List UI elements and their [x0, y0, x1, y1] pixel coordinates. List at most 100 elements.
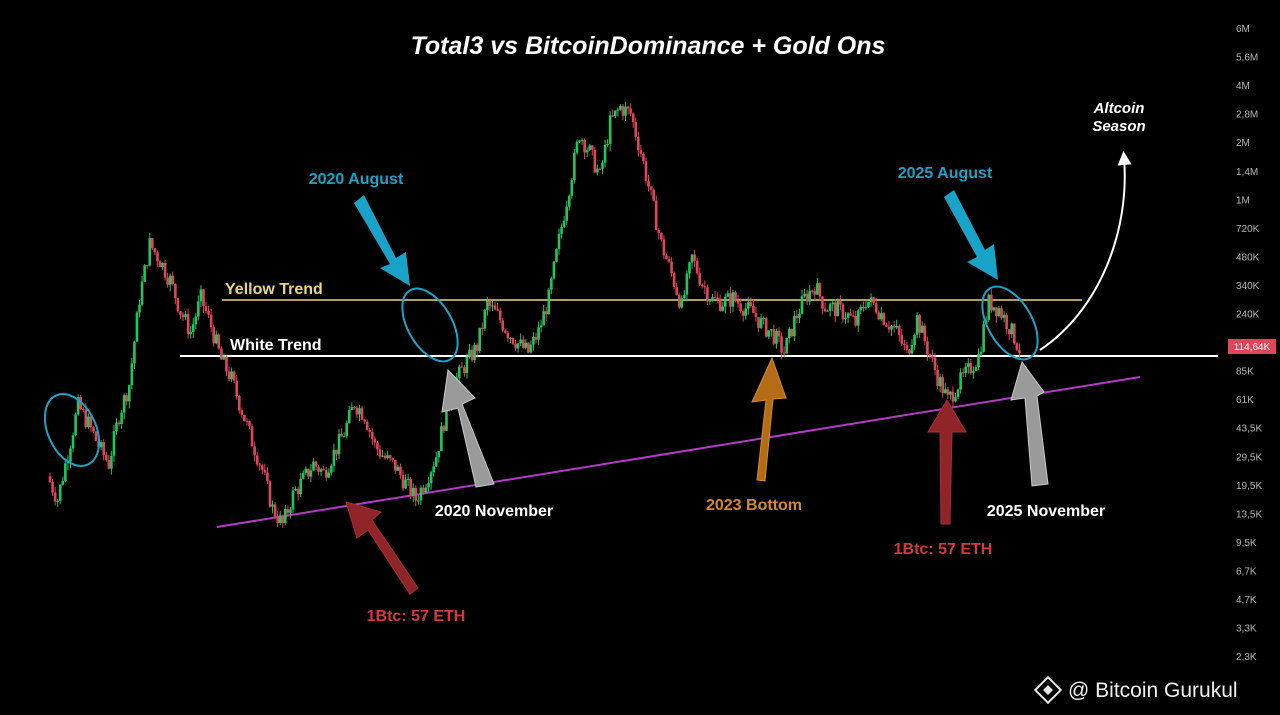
candle-down [227, 371, 231, 380]
candle-up [808, 290, 811, 302]
label-season: Season [1092, 118, 1145, 135]
candle-up [775, 330, 778, 344]
candle-down [376, 442, 379, 450]
candle-down [263, 469, 267, 473]
y-tick-label: 4M [1236, 81, 1250, 92]
y-tick-label: 85K [1236, 367, 1254, 378]
ellipse-left [43, 393, 101, 467]
candle-down [795, 315, 799, 318]
candle-down [634, 122, 638, 137]
white-trend-label: White Trend [230, 337, 322, 354]
arrow-1btc-right [927, 399, 967, 525]
candle-down [841, 304, 845, 319]
candle-down [181, 314, 185, 318]
candle-down [885, 324, 888, 327]
candle-up [562, 220, 566, 228]
yellow-trend-label: Yellow Trend [225, 281, 323, 298]
candle-down [394, 459, 397, 471]
candle-down [936, 369, 939, 387]
candle-down [220, 348, 223, 360]
candle-down [941, 377, 945, 394]
candle-up [542, 311, 545, 326]
candle-up [575, 141, 579, 153]
candle-down [217, 334, 221, 349]
candle-down [107, 460, 111, 469]
candle-down [401, 474, 405, 489]
candle-down [892, 326, 896, 328]
candle-down [657, 230, 661, 233]
candle-up [230, 371, 233, 380]
candle-up [457, 366, 461, 378]
candle-down [370, 431, 374, 439]
arrow-2020-november [441, 368, 495, 488]
candle-down [340, 434, 343, 437]
candle-down [741, 311, 745, 316]
candle-up [71, 435, 75, 449]
purple-support-line [216, 376, 1141, 528]
candle-up [856, 310, 860, 326]
candle-down [258, 464, 262, 466]
candle-down [995, 307, 998, 316]
candle-up [69, 448, 72, 462]
candle-up [427, 483, 430, 488]
arrow-2025-august [944, 190, 998, 280]
candle-down [496, 309, 499, 311]
candle-down [903, 343, 906, 346]
candle-down [882, 313, 886, 325]
candle-down [818, 283, 822, 297]
candle-down [314, 461, 318, 467]
candle-down [48, 476, 52, 483]
candle-down [931, 355, 934, 358]
candle-up [319, 469, 323, 472]
candle-down [125, 395, 129, 402]
current-price-label: 114,64K [1234, 342, 1271, 353]
candle-up [406, 478, 410, 480]
candle-up [537, 327, 540, 340]
candle-up [567, 195, 571, 207]
candle-down [946, 389, 950, 395]
candle-up [358, 408, 361, 415]
candle-down [1007, 329, 1011, 335]
candle-up [289, 509, 292, 513]
candle-down [209, 314, 213, 328]
candle-up [915, 315, 919, 335]
candle-down [276, 516, 279, 524]
candle-down [754, 313, 758, 318]
candle-down [667, 259, 671, 262]
y-tick-label: 9,5K [1236, 538, 1257, 549]
candle-down [782, 352, 786, 354]
candle-up [680, 298, 684, 308]
candle-down [151, 238, 154, 249]
candle-up [135, 312, 139, 342]
y-tick-label: 4,7K [1236, 595, 1257, 606]
candle-up [560, 227, 563, 234]
candle-up [688, 262, 691, 274]
chart-title: Total3 vs BitcoinDominance + Gold Ons [411, 32, 886, 60]
candle-up [588, 145, 592, 151]
candle-down [862, 306, 865, 309]
candle-up [284, 509, 287, 524]
ellipse-2020 [401, 287, 459, 363]
candle-up [585, 150, 589, 153]
candle-down [544, 311, 548, 315]
candle-up [711, 297, 714, 301]
candle-up [913, 334, 916, 345]
candle-down [639, 150, 643, 154]
candle-up [304, 468, 308, 474]
arrow-2023-bottom [751, 356, 787, 482]
candle-down [463, 367, 466, 374]
candle-up [133, 341, 136, 364]
candle-down [749, 302, 753, 307]
label-2020-november: 2020 November [435, 503, 553, 520]
candle-up [168, 275, 172, 285]
candle-up [424, 487, 428, 493]
candle-down [353, 407, 356, 409]
candle-down [480, 327, 484, 329]
candle-up [194, 316, 198, 325]
candle-down [833, 302, 837, 317]
candle-down [163, 262, 167, 278]
candle-up [616, 109, 620, 111]
candle-up [199, 289, 203, 302]
candle-down [365, 421, 369, 430]
candle-up [411, 487, 415, 497]
